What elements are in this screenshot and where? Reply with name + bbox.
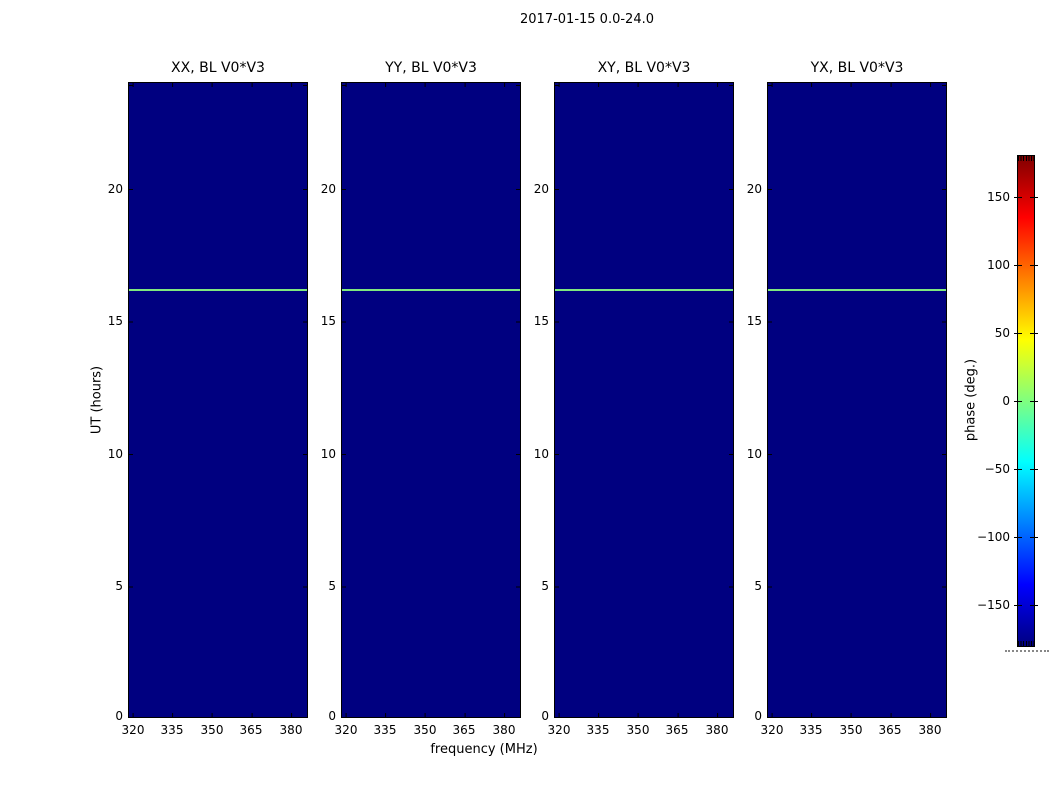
feature-line bbox=[555, 289, 733, 291]
tick-marks-left bbox=[555, 83, 559, 717]
colorbar: 150 100 50 0 −50 −100 −150 bbox=[977, 155, 1038, 647]
y-tick-label: 5 bbox=[754, 579, 762, 593]
feature-line bbox=[342, 289, 520, 291]
tick-mark bbox=[1030, 605, 1038, 606]
tick-marks-right bbox=[303, 83, 307, 717]
colorbar-tick-label: 0 bbox=[1002, 394, 1010, 408]
colorbar-tick-label: 150 bbox=[987, 190, 1010, 204]
panel-title-yy: YY, BL V0*V3 bbox=[385, 60, 477, 76]
x-tick-label: 365 bbox=[878, 723, 902, 737]
panel-title-xy: XY, BL V0*V3 bbox=[597, 60, 691, 76]
y-tick-label: 15 bbox=[107, 314, 123, 328]
tick-mark bbox=[1030, 265, 1038, 266]
y-tick-label: 0 bbox=[754, 709, 762, 723]
colorbar-tick-label: −150 bbox=[977, 598, 1010, 612]
x-tick-label: 335 bbox=[373, 723, 397, 737]
y-axis-label: UT (hours) bbox=[89, 365, 105, 435]
y-tick-label: 10 bbox=[107, 447, 123, 461]
y-tick-label: 5 bbox=[541, 579, 549, 593]
tick-mark bbox=[1014, 197, 1022, 198]
x-tick-label: 320 bbox=[334, 723, 358, 737]
y-tick-label: 20 bbox=[533, 182, 549, 196]
colorbar-minor-ticks-top bbox=[1018, 156, 1034, 161]
x-tick-label: 350 bbox=[626, 723, 650, 737]
colorbar-tick-label: 50 bbox=[994, 326, 1010, 340]
colorbar-tick-label: 100 bbox=[987, 258, 1010, 272]
y-tick-label: 0 bbox=[328, 709, 336, 723]
x-axis-label: frequency (MHz) bbox=[430, 742, 538, 757]
heatmap-panel-yx: YX, BL V0*V3 20 15 10 5 0 320 335 350 36… bbox=[747, 60, 947, 737]
y-tick-label: 0 bbox=[541, 709, 549, 723]
y-tick-label: 20 bbox=[320, 182, 336, 196]
tick-marks-right bbox=[729, 83, 733, 717]
x-tick-label: 320 bbox=[121, 723, 145, 737]
tick-mark bbox=[1014, 605, 1022, 606]
tick-marks-right bbox=[942, 83, 946, 717]
tick-marks-left bbox=[129, 83, 133, 717]
x-tick-label: 335 bbox=[799, 723, 823, 737]
colorbar-tick-label: −50 bbox=[984, 462, 1010, 476]
x-tick-label: 380 bbox=[918, 723, 942, 737]
x-tick-label: 380 bbox=[279, 723, 303, 737]
tick-mark bbox=[1014, 469, 1022, 470]
tick-marks-bottom bbox=[342, 713, 520, 717]
x-tick-label: 350 bbox=[200, 723, 224, 737]
y-tick-label: 10 bbox=[746, 447, 762, 461]
colorbar-tick-label: −100 bbox=[977, 530, 1010, 544]
tick-mark bbox=[1014, 401, 1022, 402]
y-tick-label: 15 bbox=[320, 314, 336, 328]
x-tick-label: 365 bbox=[452, 723, 476, 737]
tick-mark bbox=[1014, 265, 1022, 266]
tick-marks-top bbox=[129, 83, 307, 87]
tick-mark bbox=[1014, 537, 1022, 538]
y-tick-label: 20 bbox=[746, 182, 762, 196]
x-tick-label: 365 bbox=[665, 723, 689, 737]
tick-marks-top bbox=[768, 83, 946, 87]
tick-marks-bottom bbox=[768, 713, 946, 717]
tick-marks-left bbox=[768, 83, 772, 717]
panel-title-xx: XX, BL V0*V3 bbox=[171, 60, 265, 76]
tick-mark bbox=[1030, 197, 1038, 198]
tick-marks-bottom bbox=[129, 713, 307, 717]
heatmap-panel-xy: XY, BL V0*V3 20 15 10 5 0 320 335 350 36… bbox=[534, 60, 734, 737]
feature-line bbox=[129, 289, 307, 291]
y-tick-label: 5 bbox=[328, 579, 336, 593]
y-tick-label: 10 bbox=[320, 447, 336, 461]
tick-mark bbox=[1030, 401, 1038, 402]
y-tick-label: 0 bbox=[115, 709, 123, 723]
x-tick-label: 320 bbox=[547, 723, 571, 737]
tick-mark bbox=[1030, 469, 1038, 470]
heatmap-panel-yy: YY, BL V0*V3 20 15 10 5 0 320 335 350 36… bbox=[321, 60, 521, 737]
y-tick-label: 15 bbox=[533, 314, 549, 328]
x-tick-label: 380 bbox=[492, 723, 516, 737]
panel-title-yx: YX, BL V0*V3 bbox=[810, 60, 904, 76]
colorbar-bottom-dots bbox=[1005, 650, 1049, 652]
tick-marks-top bbox=[555, 83, 733, 87]
x-tick-label: 350 bbox=[839, 723, 863, 737]
x-tick-label: 320 bbox=[760, 723, 784, 737]
x-tick-label: 380 bbox=[705, 723, 729, 737]
tick-mark bbox=[1014, 333, 1022, 334]
colorbar-minor-ticks-bottom bbox=[1018, 641, 1034, 646]
x-tick-label: 335 bbox=[160, 723, 184, 737]
figure-title: 2017-01-15 0.0-24.0 bbox=[520, 12, 654, 27]
tick-marks-top bbox=[342, 83, 520, 87]
colorbar-axis-label: phase (deg.) bbox=[963, 358, 979, 442]
y-tick-label: 20 bbox=[107, 182, 123, 196]
tick-marks-left bbox=[342, 83, 346, 717]
y-tick-label: 15 bbox=[746, 314, 762, 328]
x-tick-label: 350 bbox=[413, 723, 437, 737]
tick-marks-bottom bbox=[555, 713, 733, 717]
x-tick-label: 335 bbox=[586, 723, 610, 737]
tick-marks-right bbox=[516, 83, 520, 717]
feature-line bbox=[768, 289, 946, 291]
tick-mark bbox=[1030, 537, 1038, 538]
y-tick-label: 10 bbox=[533, 447, 549, 461]
tick-mark bbox=[1030, 333, 1038, 334]
x-tick-label: 365 bbox=[239, 723, 263, 737]
y-tick-label: 5 bbox=[115, 579, 123, 593]
heatmap-panel-xx: XX, BL V0*V3 20 15 10 5 0 320 335 350 36… bbox=[108, 60, 308, 737]
